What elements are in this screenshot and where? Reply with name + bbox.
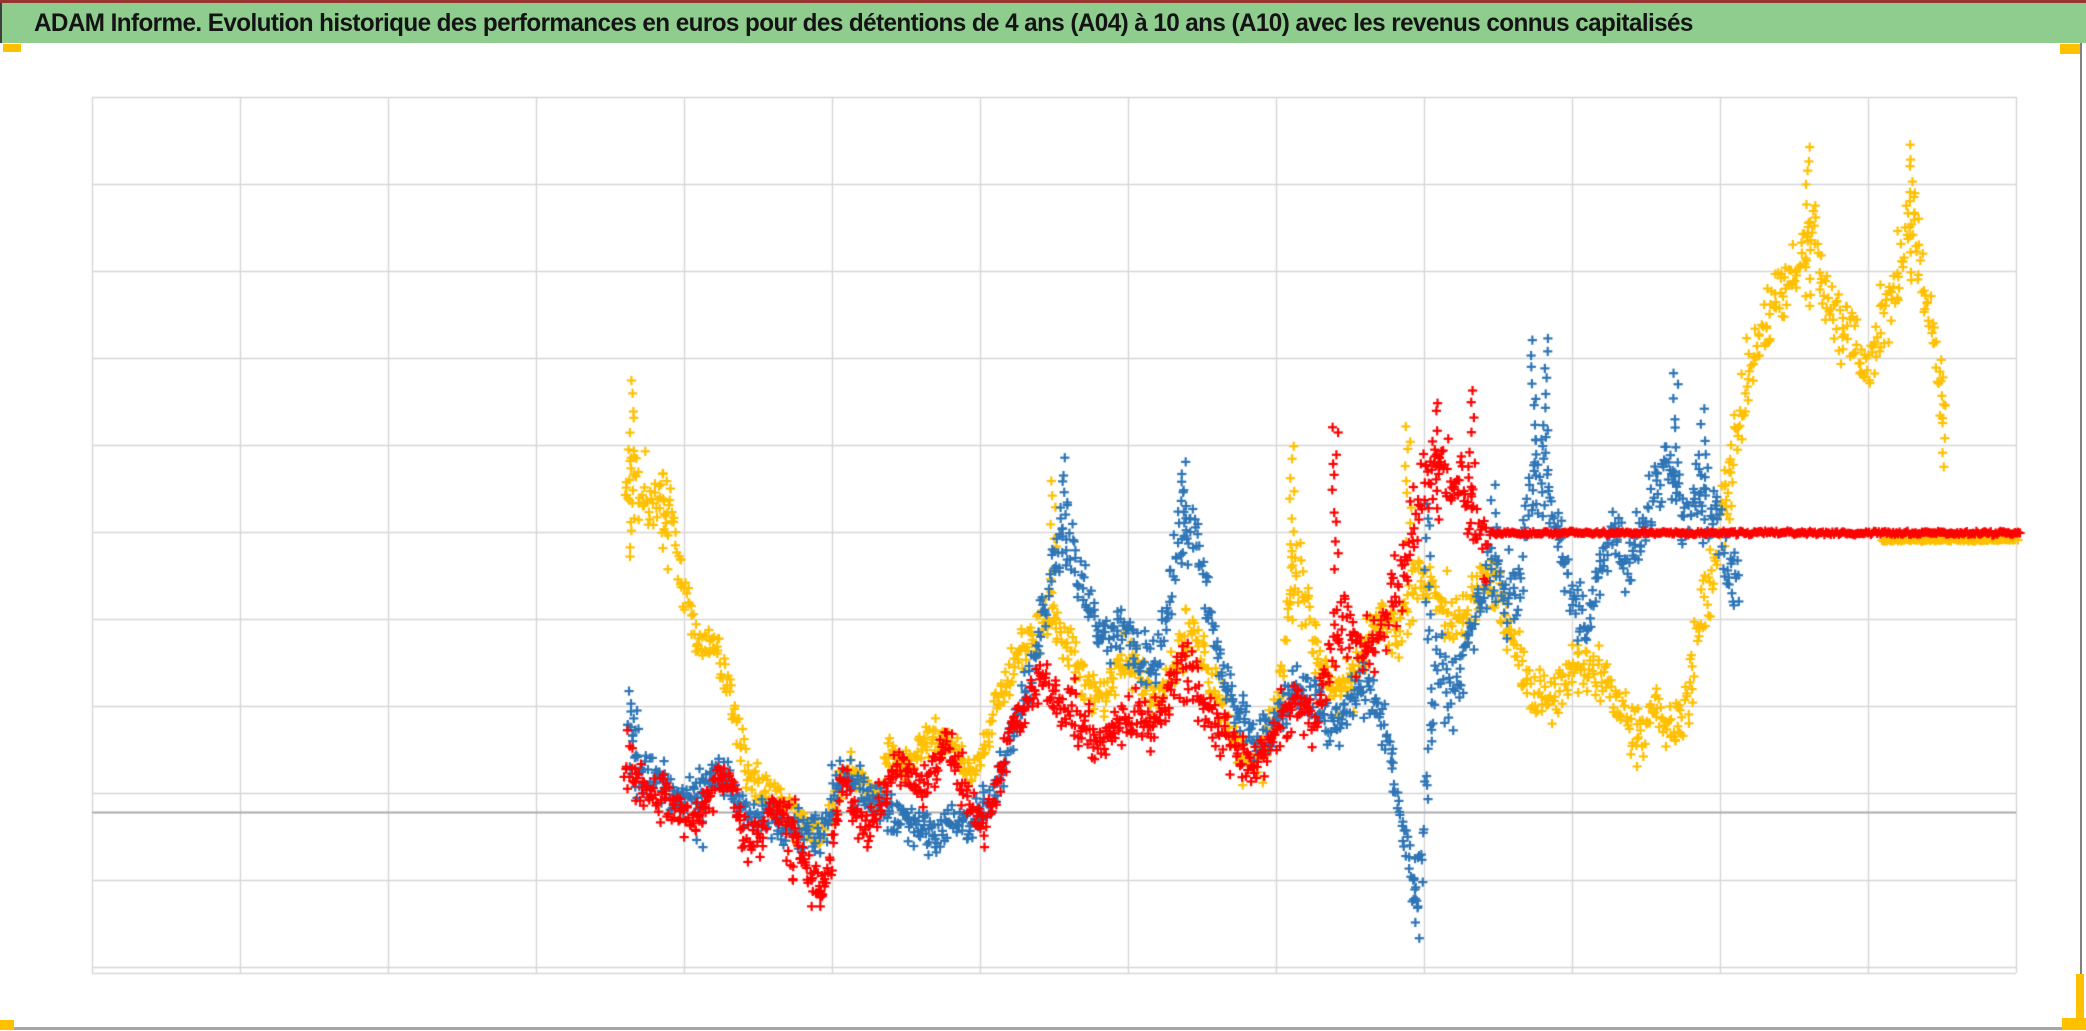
- selection-handle: [2060, 44, 2080, 54]
- selection-handle: [0, 1020, 14, 1030]
- right-border: [2080, 43, 2082, 1028]
- selection-handle: [3, 44, 21, 52]
- selection-handle: [2062, 1018, 2086, 1030]
- bottom-border: [0, 1027, 2086, 1030]
- selection-handle: [2076, 974, 2084, 1024]
